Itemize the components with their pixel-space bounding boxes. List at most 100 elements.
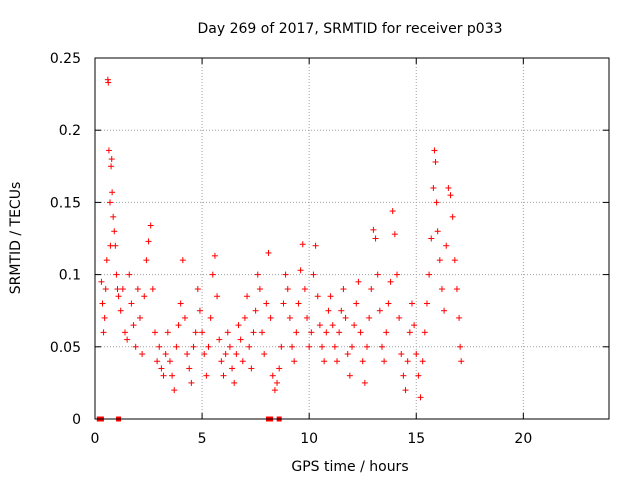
- data-point: [385, 300, 392, 307]
- y-axis-label: SRMTID / TECUs: [8, 182, 24, 295]
- data-point: [121, 329, 128, 336]
- data-point: [205, 343, 212, 350]
- data-point: [417, 394, 424, 401]
- data-point: [224, 329, 231, 336]
- chart-title: Day 269 of 2017, SRMTID for receiver p03…: [197, 21, 502, 37]
- data-point: [160, 372, 167, 379]
- data-point: [112, 242, 119, 249]
- data-point: [111, 228, 118, 235]
- data-point: [115, 293, 122, 300]
- data-point: [376, 307, 383, 314]
- data-point: [389, 208, 396, 215]
- data-point: [201, 351, 208, 358]
- data-point: [421, 329, 428, 336]
- data-point: [207, 314, 214, 321]
- data-point: [340, 286, 347, 293]
- data-point: [233, 351, 240, 358]
- y-tick-label: 0.2: [59, 123, 81, 139]
- data-point: [222, 351, 229, 358]
- data-point: [316, 322, 323, 329]
- data-point: [342, 314, 349, 321]
- y-tick-label: 0.05: [50, 340, 81, 356]
- data-point: [259, 329, 266, 336]
- data-point: [103, 257, 110, 264]
- data-point: [286, 314, 293, 321]
- data-point: [109, 189, 116, 196]
- data-point: [325, 307, 332, 314]
- data-point: [404, 358, 411, 365]
- data-point: [451, 257, 458, 264]
- data-point: [250, 329, 257, 336]
- plot-frame: [94, 57, 610, 420]
- data-point: [124, 336, 131, 343]
- data-point: [108, 163, 115, 170]
- data-point: [169, 372, 176, 379]
- data-point: [374, 271, 381, 278]
- data-point: [248, 365, 255, 372]
- data-point: [132, 343, 139, 350]
- data-point: [241, 314, 248, 321]
- data-point: [391, 231, 398, 238]
- data-point: [346, 372, 353, 379]
- axes: 0 5 10 15 20 0 0.05 0.1 0.15 0.2 0.25: [50, 51, 610, 447]
- data-point: [387, 278, 394, 285]
- data-point: [329, 322, 336, 329]
- data-point: [428, 235, 435, 242]
- grid: [95, 58, 609, 419]
- data-point: [106, 199, 113, 206]
- data-point: [149, 286, 156, 293]
- data-point: [314, 293, 321, 300]
- data-point: [126, 271, 133, 278]
- data-point: [331, 343, 338, 350]
- data-point: [181, 314, 188, 321]
- data-point: [246, 343, 253, 350]
- data-point: [432, 158, 439, 165]
- data-point: [355, 278, 362, 285]
- data-point: [411, 322, 418, 329]
- data-point: [323, 329, 330, 336]
- data-point: [295, 300, 302, 307]
- data-point: [280, 300, 287, 307]
- data-point: [438, 286, 445, 293]
- data-point: [413, 351, 420, 358]
- data-point: [143, 257, 150, 264]
- data-point: [349, 343, 355, 350]
- data-point: [433, 199, 440, 206]
- data-point: [119, 286, 126, 293]
- y-tick-label: 0: [72, 412, 81, 428]
- data-point: [216, 336, 223, 343]
- data-point: [114, 286, 121, 293]
- data-point: [274, 379, 281, 386]
- data-point: [431, 147, 438, 154]
- data-point: [378, 343, 385, 350]
- data-point: [353, 300, 360, 307]
- data-point: [263, 300, 270, 307]
- data-point: [147, 222, 154, 229]
- data-point: [430, 184, 437, 191]
- data-point: [319, 343, 326, 350]
- data-point: [419, 358, 426, 365]
- data-point: [297, 267, 304, 274]
- data-point: [289, 343, 296, 350]
- data-point: [166, 358, 173, 365]
- data-point: [139, 351, 146, 358]
- data-point: [443, 242, 450, 249]
- data-point: [372, 235, 379, 242]
- data-point: [256, 286, 263, 293]
- data-point: [423, 300, 430, 307]
- y-tick-label: 0.15: [50, 195, 81, 211]
- data-point: [415, 372, 422, 379]
- data-point: [229, 365, 236, 372]
- data-point: [110, 213, 117, 220]
- data-point: [239, 358, 246, 365]
- data-point: [434, 228, 441, 235]
- y-tick-label: 0.1: [59, 268, 81, 284]
- data-point: [344, 351, 351, 358]
- data-point: [237, 336, 244, 343]
- data-point: [175, 322, 182, 329]
- data-point: [151, 329, 158, 336]
- data-point: [271, 387, 278, 394]
- data-point: [327, 293, 334, 300]
- data-point: [136, 314, 143, 321]
